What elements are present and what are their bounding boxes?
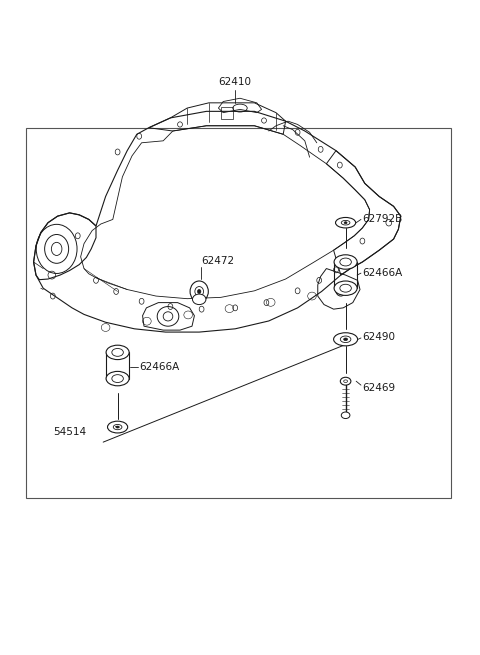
Text: 62466A: 62466A [362,268,403,278]
Text: 62410: 62410 [219,77,252,87]
Ellipse shape [334,333,358,346]
Text: 62792B: 62792B [362,214,403,225]
Text: 62472: 62472 [202,255,235,266]
Ellipse shape [192,294,206,305]
Ellipse shape [108,421,128,433]
Ellipse shape [116,426,119,428]
Text: 62490: 62490 [362,332,396,343]
Bar [221,107,233,119]
Ellipse shape [198,290,201,293]
Ellipse shape [341,412,350,419]
Ellipse shape [344,221,347,224]
Ellipse shape [106,345,129,360]
Text: 62466A: 62466A [139,362,180,372]
Ellipse shape [344,338,348,341]
Ellipse shape [334,281,357,295]
Ellipse shape [334,255,357,269]
Ellipse shape [106,371,129,386]
Text: 54514: 54514 [53,427,86,438]
Bar [26,128,451,498]
Text: 62469: 62469 [362,383,396,394]
